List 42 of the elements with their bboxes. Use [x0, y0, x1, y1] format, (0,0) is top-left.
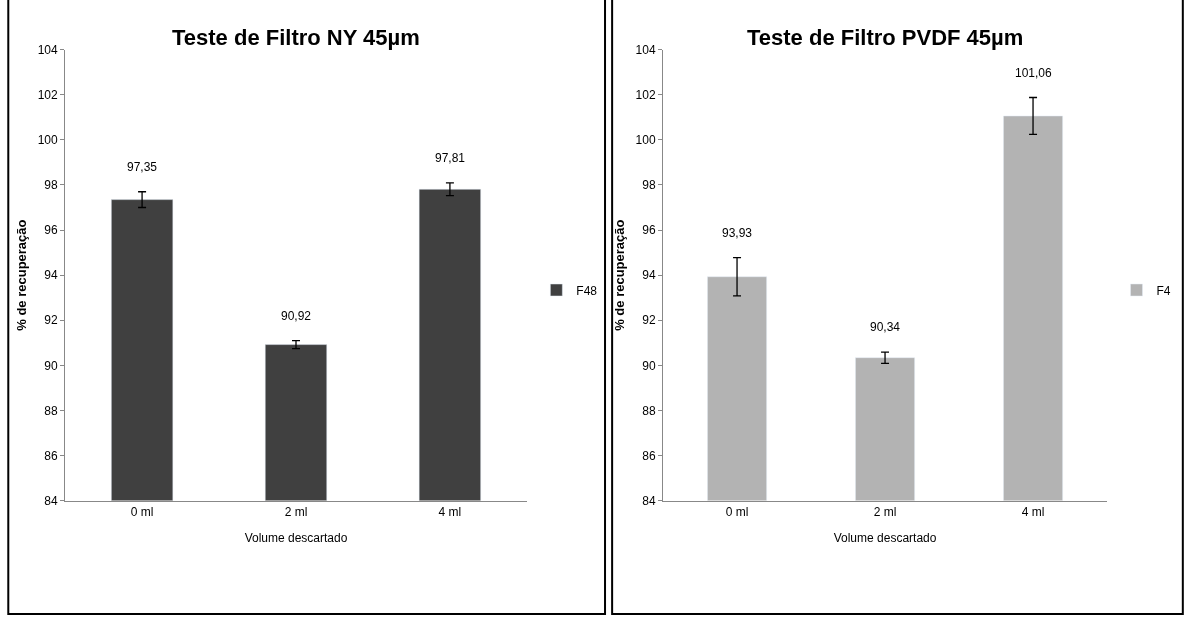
y-tick-label: 84: [642, 493, 656, 508]
data-label: 93,93: [722, 226, 753, 240]
legend-label: F48: [576, 283, 598, 298]
data-label: 101,06: [1015, 66, 1053, 80]
y-axis-title: % de recuperação: [13, 219, 29, 331]
x-tick-label: 4 ml: [438, 505, 462, 519]
y-tick-label: 104: [37, 42, 59, 57]
data-label: 90,34: [870, 320, 901, 334]
y-tick-label: 88: [642, 403, 656, 418]
y-tick-label: 94: [44, 268, 59, 283]
y-tick-label: 98: [642, 178, 656, 193]
y-tick-label: 86: [44, 448, 59, 463]
x-axis-title: Volume descartado: [244, 530, 348, 545]
legend-label: F4: [1156, 283, 1171, 298]
x-tick-label: 2 ml: [284, 505, 308, 519]
chart-title: Teste de Filtro NY 45µm: [172, 25, 420, 50]
y-tick-label: 102: [37, 87, 59, 102]
y-axis-title: % de recuperação: [611, 219, 627, 331]
data-label: 90,92: [281, 309, 312, 323]
y-tick-label: 100: [635, 133, 656, 148]
chart-title: Teste de Filtro PVDF 45µm: [747, 25, 1024, 50]
y-tick-label: 102: [635, 87, 656, 102]
x-tick-label: 2 ml: [873, 505, 897, 519]
x-axis-title: Volume descartado: [833, 530, 937, 545]
y-tick-label: 92: [44, 313, 59, 328]
y-tick-label: 90: [642, 358, 656, 373]
y-tick-label: 84: [44, 493, 59, 508]
y-tick-label: 104: [635, 42, 656, 57]
x-tick-label: 4 ml: [1021, 505, 1045, 519]
y-tick-label: 92: [642, 313, 656, 328]
data-label: 97,81: [435, 151, 466, 165]
y-tick-label: 94: [642, 268, 656, 283]
x-tick-label: 0 ml: [130, 505, 154, 519]
y-tick-label: 98: [44, 178, 59, 193]
y-tick-label: 88: [44, 403, 59, 418]
data-label: 97,35: [127, 160, 158, 174]
y-tick-label: 100: [37, 133, 59, 148]
y-tick-label: 96: [44, 223, 59, 238]
y-tick-label: 96: [642, 223, 656, 238]
y-tick-label: 86: [642, 448, 656, 463]
x-tick-label: 0 ml: [725, 505, 749, 519]
y-tick-label: 90: [44, 358, 59, 373]
